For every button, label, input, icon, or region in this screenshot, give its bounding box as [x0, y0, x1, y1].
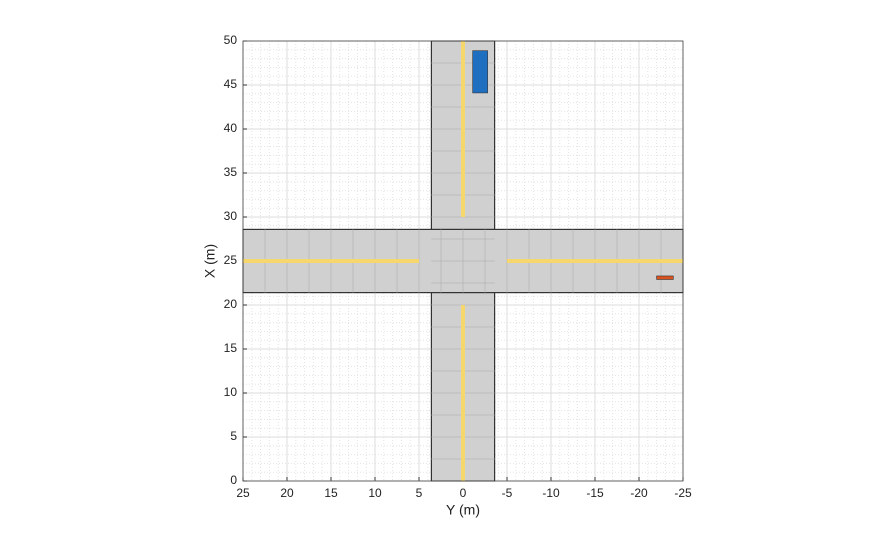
y-tick-label: 45 [224, 77, 238, 91]
y-tick-label: 0 [230, 473, 237, 487]
x-tick-label: -25 [674, 486, 692, 500]
y-tick-label: 35 [224, 165, 238, 179]
y-tick-label: 20 [224, 297, 238, 311]
x-tick-label: 25 [236, 486, 250, 500]
x-tick-label: 5 [416, 486, 423, 500]
x-tick-label: -10 [542, 486, 560, 500]
y-tick-label: 25 [224, 253, 238, 267]
y-tick-label: 50 [224, 33, 238, 47]
y-tick-label: 10 [224, 385, 238, 399]
x-axis-label: Y (m) [446, 502, 480, 518]
y-axis-label: X (m) [202, 244, 218, 278]
axes-box [242, 40, 684, 482]
y-tick-label: 30 [224, 209, 238, 223]
vehicle [472, 50, 488, 94]
y-tick-label: 15 [224, 341, 238, 355]
x-tick-label: 20 [280, 486, 294, 500]
x-tick-label: -5 [502, 486, 513, 500]
x-tick-label: 10 [368, 486, 382, 500]
x-tick-label: -15 [586, 486, 604, 500]
y-tick-label: 5 [230, 429, 237, 443]
x-tick-label: 0 [460, 486, 467, 500]
vehicle [656, 275, 674, 280]
x-tick-label: 15 [324, 486, 338, 500]
x-tick-label: -20 [630, 486, 648, 500]
y-tick-label: 40 [224, 121, 238, 135]
